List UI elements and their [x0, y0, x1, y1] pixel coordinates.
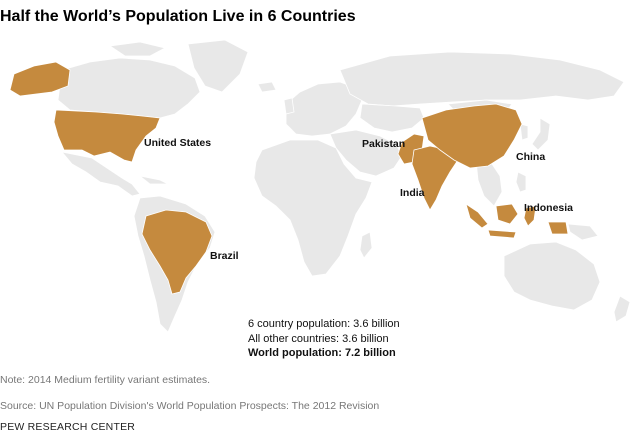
papua-new-guinea — [567, 223, 599, 241]
indonesia-java — [487, 229, 517, 239]
label-pakistan: Pakistan — [362, 138, 405, 150]
highlighted-countries — [9, 61, 569, 295]
world-map: United States Brazil Pakistan India Chin… — [9, 39, 631, 333]
uk — [283, 97, 295, 115]
indonesia-sulawesi — [523, 205, 537, 227]
mexico — [60, 151, 141, 197]
korea — [519, 123, 529, 141]
label-united-states: United States — [144, 137, 211, 149]
alaska — [9, 61, 71, 97]
brazil — [141, 209, 213, 295]
middle-east — [329, 129, 403, 177]
japan — [531, 117, 551, 151]
new-zealand — [613, 295, 631, 323]
map-title: Half the World’s Population Live in 6 Co… — [0, 8, 356, 25]
population-stats: 6 country population: 3.6 billion All ot… — [248, 317, 400, 361]
stat-six-country: 6 country population: 3.6 billion — [248, 318, 400, 330]
greenland — [187, 39, 249, 93]
label-india: India — [400, 187, 425, 199]
united-states — [53, 109, 161, 163]
label-indonesia: Indonesia — [524, 202, 573, 214]
madagascar — [359, 231, 373, 259]
africa — [253, 139, 373, 277]
philippines — [515, 171, 527, 193]
se-asia — [475, 159, 503, 207]
canada — [57, 57, 201, 119]
base-land — [57, 39, 631, 333]
stat-world-population: World population: 7.2 billion — [248, 347, 396, 359]
country-labels: United States Brazil Pakistan India Chin… — [144, 137, 573, 262]
europe — [285, 81, 363, 137]
caribbean — [139, 175, 169, 185]
russia — [339, 51, 625, 107]
indonesia-papua — [547, 221, 569, 235]
label-china: China — [516, 151, 545, 163]
arctic-islands — [108, 41, 167, 57]
indonesia-sumatra — [465, 203, 489, 229]
china — [421, 103, 523, 169]
brand-logo-text: PEW RESEARCH CENTER — [0, 421, 136, 433]
note-text: Note: 2014 Medium fertility variant esti… — [0, 374, 211, 386]
source-text: Source: UN Population Division's World P… — [0, 400, 380, 412]
stat-other-countries: All other countries: 3.6 billion — [248, 332, 389, 345]
central-asia — [359, 103, 425, 133]
label-brazil: Brazil — [210, 250, 239, 262]
australia — [503, 241, 601, 311]
indonesia-borneo — [495, 203, 519, 225]
iceland — [257, 81, 277, 93]
